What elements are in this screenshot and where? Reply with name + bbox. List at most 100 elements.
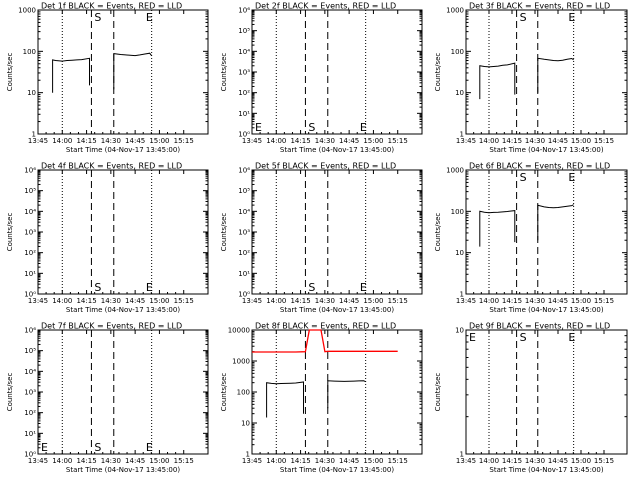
y-tick-label: 10⁴: [24, 208, 36, 216]
y-tick-label: 10⁰: [238, 131, 250, 139]
y-tick-label: 1000: [446, 7, 464, 15]
plot-frame: [251, 329, 423, 455]
panel-det-1: Det 1f BLACK = Events, RED = LLD 13:45 14:…: [6, 2, 209, 154]
y-tick-label: 10⁵: [24, 187, 36, 195]
y-tick-label: 10: [455, 327, 464, 335]
x-tick-label: 15:00: [149, 457, 169, 465]
panel-title: Det 8f BLACK = Events, RED = LLD: [255, 322, 396, 331]
panel-title: Det 1f BLACK = Events, RED = LLD: [41, 2, 182, 11]
y-tick-label: 10⁴: [24, 368, 36, 376]
y-tick-label: 1: [460, 451, 464, 459]
marker-label-S: S: [308, 281, 315, 294]
x-tick-label: 15:00: [571, 457, 591, 465]
y-tick-label: 1000: [446, 167, 464, 175]
x-tick-label: 14:30: [525, 137, 545, 145]
x-tick-label: 14:15: [76, 457, 96, 465]
x-tick-label: 13:45: [28, 297, 48, 305]
marker-label-E: E: [255, 121, 262, 134]
x-tick-label: 14:15: [290, 137, 310, 145]
marker-label-S: S: [520, 331, 527, 344]
y-tick-label: 1000: [232, 358, 250, 366]
y-tick-label: 1000: [18, 7, 36, 15]
x-tick-label: 15:00: [571, 297, 591, 305]
marker-label-S: S: [94, 441, 101, 454]
panel-title: Det 4f BLACK = Events, RED = LLD: [41, 162, 182, 171]
events-series-line: [479, 210, 516, 247]
x-tick-label: 14:00: [479, 137, 499, 145]
y-tick-label: 1: [460, 291, 464, 299]
x-tick-label: 14:45: [339, 137, 359, 145]
panel-title: Det 2f BLACK = Events, RED = LLD: [255, 2, 396, 11]
x-tick-label: 13:45: [456, 297, 476, 305]
panel-title: Det 9f BLACK = Events, RED = LLD: [469, 322, 610, 331]
y-tick-label: 10¹: [24, 430, 36, 438]
x-tick-label: 13:45: [456, 137, 476, 145]
x-tick-label: 14:30: [315, 137, 335, 145]
events-series-line: [537, 204, 574, 241]
marker-label-E: E: [568, 331, 575, 344]
y-axis-label: Counts/sec: [6, 373, 14, 412]
x-tick-label: 14:00: [52, 137, 72, 145]
x-tick-label: 14:30: [315, 297, 335, 305]
panel-title: Det 3f BLACK = Events, RED = LLD: [469, 2, 610, 11]
x-tick-label: 15:15: [388, 137, 408, 145]
x-tick-label: 14:45: [339, 457, 359, 465]
y-tick-label: 100: [23, 48, 36, 56]
y-tick-label: 10⁵: [238, 27, 250, 35]
y-tick-label: 10³: [238, 229, 250, 237]
x-tick-label: 14:45: [125, 297, 145, 305]
x-tick-label: 13:45: [456, 457, 476, 465]
plot-frame: [37, 329, 209, 455]
y-tick-label: 10⁰: [238, 291, 250, 299]
x-tick-label: 13:45: [242, 457, 262, 465]
x-tick-label: 14:00: [52, 457, 72, 465]
marker-label-E: E: [146, 441, 153, 454]
x-tick-label: 15:15: [174, 457, 194, 465]
x-tick-label: 14:30: [101, 137, 121, 145]
x-tick-label: 14:30: [101, 297, 121, 305]
y-tick-label: 10²: [238, 249, 250, 257]
plot-frame: [465, 169, 628, 295]
x-tick-label: 15:00: [363, 457, 383, 465]
x-tick-label: 15:15: [388, 297, 408, 305]
x-axis-label: Start Time (04-Nov-17 13:45:00): [280, 146, 394, 154]
x-tick-label: 14:15: [290, 457, 310, 465]
x-tick-label: 14:15: [290, 297, 310, 305]
x-tick-label: 15:00: [571, 137, 591, 145]
marker-label-E: E: [568, 171, 575, 184]
marker-label-S: S: [520, 11, 527, 24]
x-tick-label: 14:15: [76, 297, 96, 305]
x-tick-label: 14:30: [101, 457, 121, 465]
x-tick-label: 13:45: [242, 297, 262, 305]
marker-label-E: E: [360, 281, 367, 294]
panel-det-8: Det 8f BLACK = Events, RED = LLD 13:45 14:…: [220, 322, 423, 474]
events-series-line: [327, 380, 366, 409]
x-tick-label: 14:00: [266, 457, 286, 465]
y-tick-label: 10⁴: [238, 208, 250, 216]
y-tick-label: 10000: [228, 327, 250, 335]
y-tick-label: 10: [455, 249, 464, 257]
panel-title: Det 6f BLACK = Events, RED = LLD: [469, 162, 610, 171]
plot-frame: [251, 9, 423, 135]
x-tick-label: 15:15: [174, 297, 194, 305]
y-tick-label: 10⁰: [24, 451, 36, 459]
plot-frame: [37, 169, 209, 295]
y-tick-label: 10⁶: [238, 167, 250, 175]
marker-label-S: S: [94, 281, 101, 294]
y-tick-label: 10³: [24, 389, 36, 397]
marker-label-E: E: [469, 331, 476, 344]
lld-series-line: [252, 329, 398, 353]
x-tick-label: 14:45: [339, 297, 359, 305]
x-axis-label: Start Time (04-Nov-17 13:45:00): [489, 466, 603, 474]
x-tick-label: 14:00: [52, 297, 72, 305]
x-axis-label: Start Time (04-Nov-17 13:45:00): [280, 466, 394, 474]
panel-title: Det 5f BLACK = Events, RED = LLD: [255, 162, 396, 171]
x-axis-label: Start Time (04-Nov-17 13:45:00): [66, 466, 180, 474]
x-tick-label: 15:15: [174, 137, 194, 145]
x-tick-label: 14:45: [548, 297, 568, 305]
x-tick-label: 15:00: [363, 297, 383, 305]
marker-label-E: E: [146, 281, 153, 294]
y-axis-label: Counts/sec: [434, 373, 442, 412]
